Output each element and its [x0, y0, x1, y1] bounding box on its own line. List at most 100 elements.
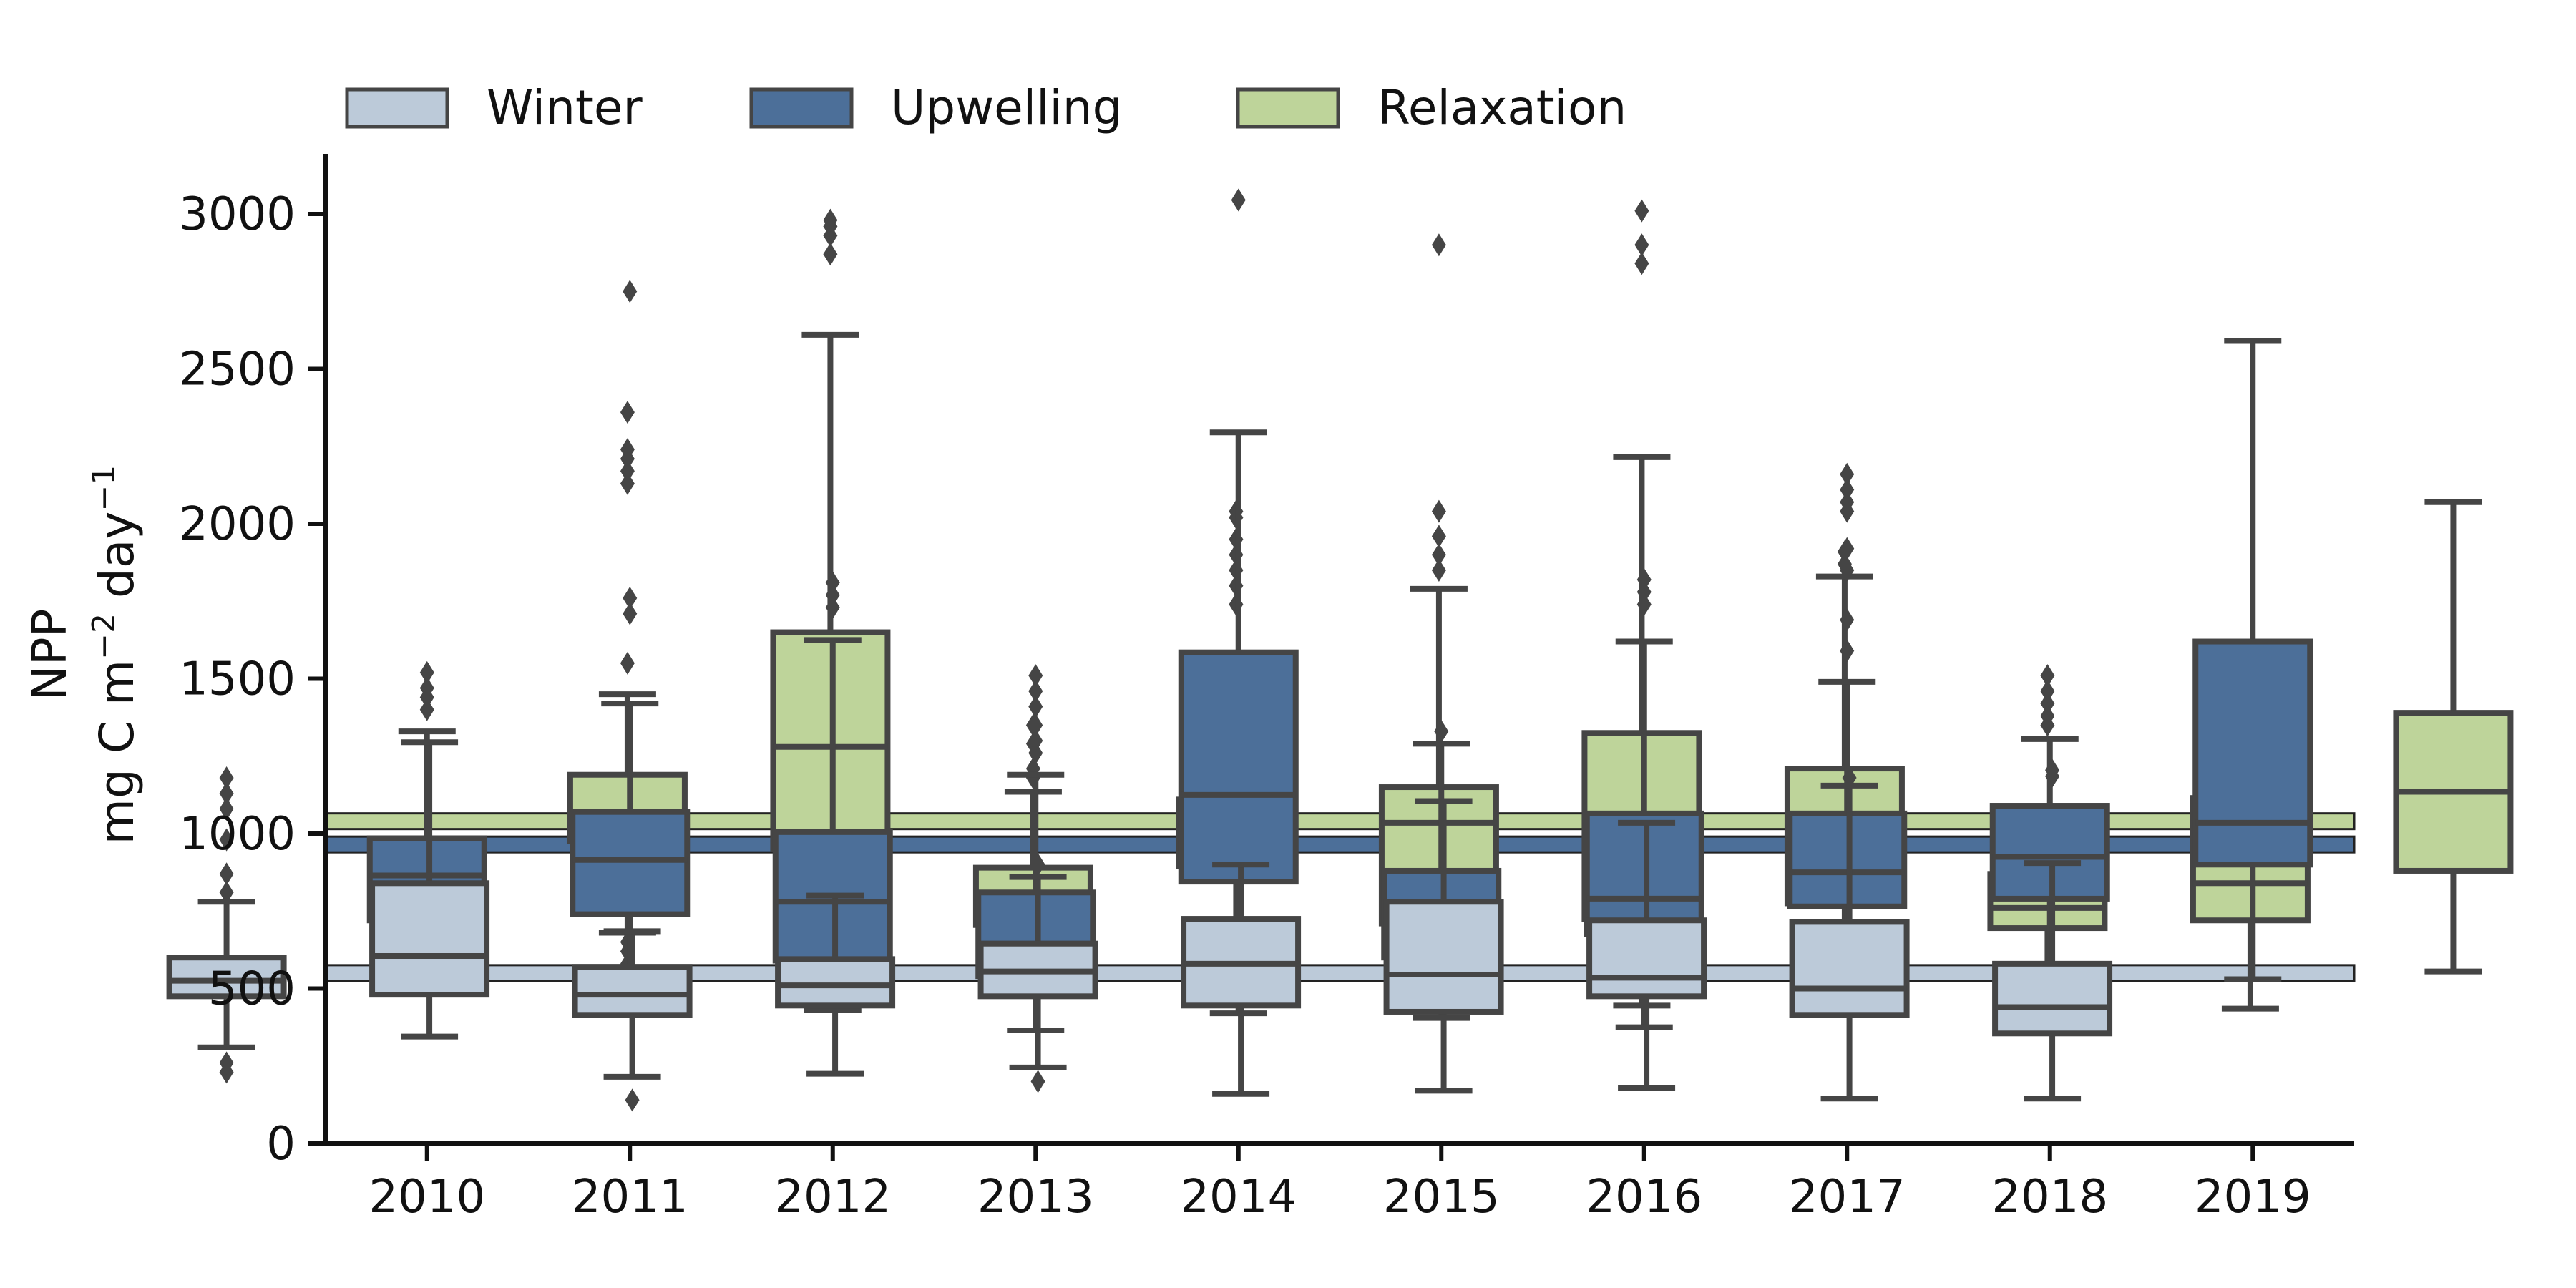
box-iqr: [166, 955, 287, 1000]
outlier-point: [823, 208, 838, 232]
legend-item-winter: Winter: [345, 80, 643, 135]
outlier-point: [1028, 664, 1043, 688]
box-winter-2018: [1789, 766, 1910, 1102]
box-winter-2013: [775, 892, 896, 1077]
outlier-point: [1030, 853, 1045, 877]
legend-label: Relaxation: [1377, 80, 1626, 135]
outlier-point: [1840, 608, 1855, 632]
y-tick-label: 3000: [179, 188, 296, 241]
outlier-point: [1030, 1070, 1045, 1093]
x-tick-label: 2019: [2195, 1171, 2311, 1224]
box-winter-2014: [977, 853, 1098, 1093]
outlier-point: [1431, 558, 1446, 582]
outlier-point: [1431, 543, 1446, 567]
legend-item-upwelling: Upwelling: [749, 80, 1123, 135]
x-tick-label: 2014: [1180, 1171, 1297, 1224]
outlier-point: [2045, 758, 2060, 782]
legend-label: Upwelling: [891, 80, 1123, 135]
outlier-point: [1231, 188, 1246, 212]
legend-item-relaxation: Relaxation: [1236, 80, 1626, 135]
outlier-point: [2040, 704, 2055, 728]
box-iqr: [570, 809, 691, 917]
y-tick-label: 2500: [179, 343, 296, 396]
x-tick-label: 2017: [1789, 1171, 1906, 1224]
legend-swatch: [1236, 87, 1340, 129]
outlier-point: [219, 766, 234, 790]
outlier-point: [623, 602, 638, 625]
outlier-point: [1028, 679, 1043, 703]
outlier-point: [1028, 729, 1043, 753]
outlier-point: [825, 595, 840, 619]
outlier-point: [620, 401, 635, 424]
box-groups: [166, 188, 2514, 1112]
outlier-point: [1431, 233, 1446, 257]
box-upwelling-2019: [2192, 338, 2313, 982]
box-iqr: [1178, 649, 1299, 885]
outlier-point: [620, 472, 635, 495]
outlier-point: [1028, 741, 1043, 765]
outlier-point: [1842, 766, 1857, 790]
box-winter-2011: [369, 739, 490, 1040]
y-tick-label: 0: [266, 1118, 296, 1171]
y-tick-label: 1000: [179, 808, 296, 861]
outlier-point: [219, 881, 234, 904]
outlier-point: [1431, 525, 1446, 548]
box-upwelling-2011: [570, 280, 691, 995]
outlier-point: [823, 243, 838, 266]
outlier-point: [1840, 478, 1855, 502]
outlier-point: [1028, 713, 1043, 737]
x-tick-label: 2012: [774, 1171, 891, 1224]
outlier-point: [1634, 199, 1649, 223]
outlier-point: [2040, 679, 2055, 703]
outlier-point: [620, 459, 635, 483]
legend-swatch: [749, 87, 854, 129]
outlier-point: [625, 1088, 640, 1112]
outlier-point: [623, 586, 638, 610]
box-winter-2019: [1992, 758, 2113, 1102]
outlier-point: [2040, 664, 2055, 688]
box-iqr: [2192, 638, 2313, 868]
outlier-point: [825, 571, 840, 595]
outlier-point: [623, 280, 638, 303]
outlier-point: [1840, 462, 1855, 486]
y-tick-label: 500: [208, 963, 296, 1016]
box-iqr: [1383, 899, 1504, 1015]
outlier-point: [1840, 639, 1855, 663]
box-winter-2016: [1383, 798, 1504, 1094]
y-axis-label-line2: mg C m−2 day−1: [86, 465, 145, 845]
outlier-point: [419, 698, 434, 721]
box-winter-2010: [166, 766, 287, 1084]
box-iqr: [1789, 919, 1910, 1018]
x-tick-label: 2018: [1991, 1171, 2108, 1224]
outlier-point: [419, 660, 434, 684]
outlier-point: [1634, 252, 1649, 275]
box-iqr: [572, 964, 693, 1018]
outlier-point: [620, 438, 635, 462]
box-iqr: [1992, 960, 2113, 1037]
y-tick-label: 2000: [179, 498, 296, 551]
box-iqr: [1586, 917, 1707, 1000]
outlier-point: [1028, 695, 1043, 718]
box-winter-2012: [572, 928, 693, 1112]
outlier-point: [1840, 558, 1855, 582]
box-iqr: [775, 956, 896, 1009]
legend-label: Winter: [487, 80, 643, 135]
outlier-point: [1840, 490, 1855, 514]
outlier-point: [219, 828, 234, 852]
x-tick-label: 2010: [369, 1171, 485, 1224]
outlier-point: [1636, 567, 1652, 591]
outlier-point: [1634, 233, 1649, 257]
x-tick-label: 2015: [1383, 1171, 1500, 1224]
outlier-point: [2040, 692, 2055, 716]
outlier-point: [219, 797, 234, 821]
box-winter-2017: [1586, 819, 1707, 1091]
outlier-point: [825, 583, 840, 607]
box-group-2019: [1992, 338, 2514, 1102]
axes: 0 500 1000 1500 2000 2500 3000 2010 2011 2012 2013…: [179, 154, 2354, 1224]
x-tick-label: 2011: [572, 1171, 688, 1224]
y-axis-label-line1: NPP: [22, 609, 77, 701]
outlier-point: [1636, 580, 1652, 604]
box-winter-2015: [1181, 862, 1302, 1097]
x-tick-label: 2013: [977, 1171, 1094, 1224]
